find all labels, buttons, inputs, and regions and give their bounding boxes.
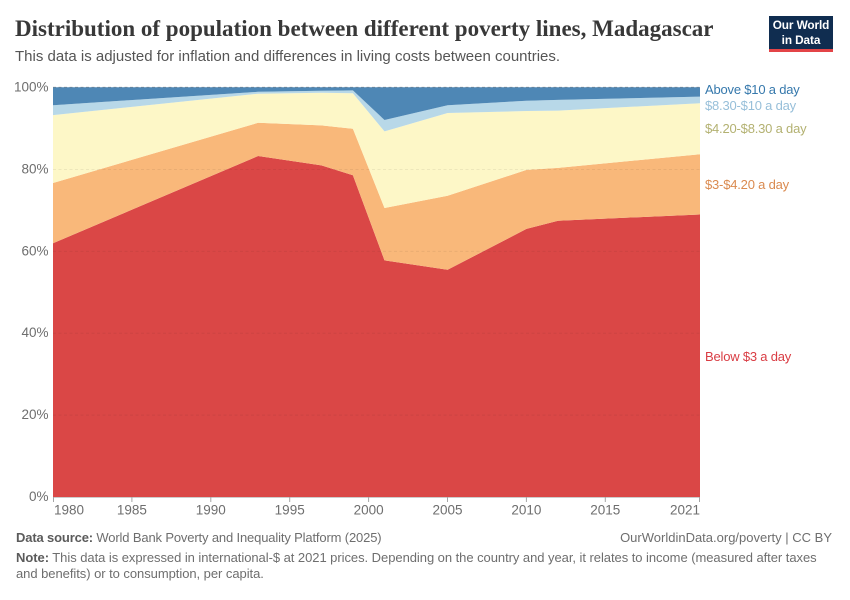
svg-text:40%: 40% <box>21 325 48 340</box>
svg-text:2005: 2005 <box>432 503 462 518</box>
svg-text:2010: 2010 <box>511 503 541 518</box>
svg-text:1980: 1980 <box>54 503 84 518</box>
svg-text:$8.30-$10 a day: $8.30-$10 a day <box>705 98 797 113</box>
svg-text:1985: 1985 <box>117 503 147 518</box>
svg-text:100%: 100% <box>14 80 49 95</box>
svg-text:$3-$4.20 a day: $3-$4.20 a day <box>705 177 790 192</box>
svg-text:0%: 0% <box>29 489 49 504</box>
svg-text:80%: 80% <box>21 162 48 177</box>
svg-text:Above $10 a day: Above $10 a day <box>705 82 800 97</box>
svg-text:60%: 60% <box>21 243 48 258</box>
svg-text:2015: 2015 <box>590 503 620 518</box>
svg-text:Below $3 a day: Below $3 a day <box>705 349 792 364</box>
svg-text:$4.20-$8.30 a day: $4.20-$8.30 a day <box>705 121 807 136</box>
svg-text:20%: 20% <box>21 407 48 422</box>
svg-text:2021: 2021 <box>670 503 700 518</box>
svg-text:1995: 1995 <box>275 503 305 518</box>
svg-text:1990: 1990 <box>196 503 226 518</box>
svg-text:2000: 2000 <box>354 503 384 518</box>
